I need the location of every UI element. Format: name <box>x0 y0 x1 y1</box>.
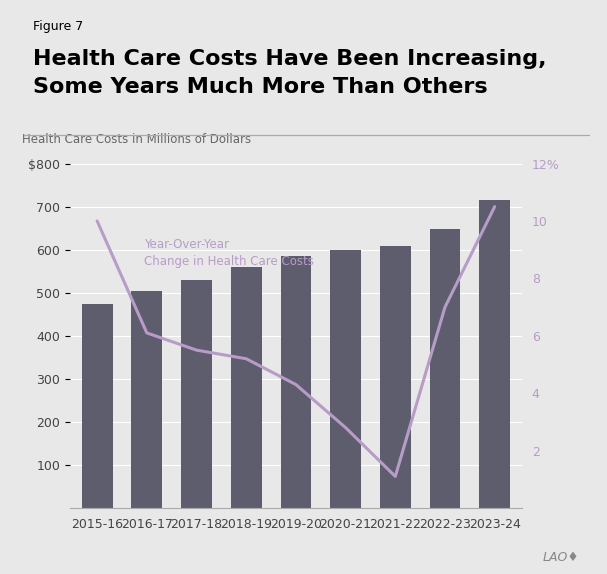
Text: Figure 7: Figure 7 <box>33 20 84 33</box>
Text: Some Years Much More Than Others: Some Years Much More Than Others <box>33 77 488 98</box>
Bar <box>480 200 510 508</box>
Bar <box>231 267 262 508</box>
Bar <box>181 280 212 508</box>
Bar <box>430 229 460 508</box>
Text: Health Care Costs Have Been Increasing,: Health Care Costs Have Been Increasing, <box>33 49 547 69</box>
Text: LAO♦: LAO♦ <box>543 550 580 564</box>
Bar <box>280 256 311 508</box>
Bar <box>82 304 112 508</box>
Bar <box>330 250 361 508</box>
Text: Health Care Costs in Millions of Dollars: Health Care Costs in Millions of Dollars <box>22 133 251 146</box>
Bar <box>132 290 162 508</box>
Bar <box>380 246 411 508</box>
Text: Year-Over-Year
Change in Health Care Costs: Year-Over-Year Change in Health Care Cos… <box>144 238 314 268</box>
